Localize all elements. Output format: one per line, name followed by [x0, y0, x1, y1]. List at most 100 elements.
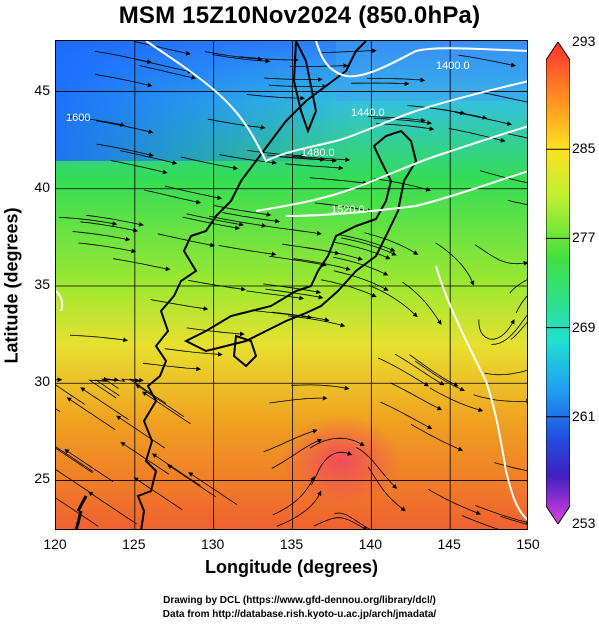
streamline [56, 469, 94, 496]
colorbar-tick-label: 269 [572, 318, 596, 335]
streamline [263, 429, 318, 453]
x-tick-label: 145 [437, 536, 461, 552]
streamline [59, 216, 118, 226]
streamline [334, 241, 391, 260]
streamline [151, 453, 201, 487]
map-title: MSM 15Z10Nov2024 (850.0hPa) [118, 2, 481, 29]
map-canvas: 1400.0 1440.0 1480.0 1520.0 1600 [56, 41, 527, 529]
contour-1600 [56, 290, 64, 312]
y-tick-label: 25 [34, 470, 50, 487]
coastlines [74, 41, 418, 529]
streamline [410, 424, 464, 452]
streamline [218, 245, 277, 257]
streamline [204, 51, 263, 62]
streamline [56, 497, 99, 527]
streamline [339, 234, 396, 252]
streamline [269, 395, 328, 404]
streamline [507, 133, 527, 139]
taiwan-coast [74, 495, 88, 529]
x-tick-label: 120 [43, 536, 67, 552]
streamline [311, 451, 353, 486]
streamline [390, 382, 443, 411]
streamline [435, 242, 475, 286]
streamline [461, 515, 499, 529]
streamline [263, 225, 322, 236]
contour-1520 [285, 170, 527, 521]
streamline [394, 353, 445, 386]
credit-drawing: Drawing by DCL (https://www.gfd-dennou.o… [163, 595, 436, 606]
streamline [268, 84, 328, 89]
streamline [72, 231, 131, 242]
streamline [80, 387, 129, 421]
streamline [86, 214, 144, 227]
streamlines [56, 41, 527, 529]
streamline [291, 384, 350, 391]
contour-label-1440: 1440.0 [351, 107, 385, 119]
colorbar-tick-label: 277 [572, 229, 596, 246]
streamline [376, 123, 435, 132]
x-axis-label: Longitude (degrees) [204, 557, 378, 577]
streamline [429, 387, 484, 412]
streamline [305, 247, 363, 261]
streamline [474, 244, 527, 266]
colorbar-fill [546, 42, 570, 524]
streamline [103, 378, 140, 389]
streamline [333, 270, 389, 291]
streamline [314, 202, 373, 214]
x-tick-label: 130 [200, 536, 225, 552]
streamline [213, 205, 272, 217]
streamline [150, 299, 209, 311]
streamline [448, 128, 506, 143]
streamline [494, 462, 527, 472]
streamline [56, 447, 93, 474]
streamline [67, 116, 126, 127]
streamline [373, 178, 431, 192]
streamline [276, 490, 322, 527]
colorbar-tick-label: 253 [572, 515, 596, 531]
streamline [409, 354, 459, 387]
streamline [333, 256, 389, 276]
streamline [69, 334, 129, 343]
contour-label-1400: 1400.0 [436, 60, 470, 72]
x-tick-label: 140 [358, 536, 382, 552]
streamline [285, 163, 344, 171]
map-plot-area: 1400.0 1440.0 1480.0 1520.0 1600 [55, 40, 528, 530]
streamline [475, 505, 527, 525]
streamline [164, 348, 223, 357]
streamline [318, 48, 377, 54]
streamline [164, 185, 222, 200]
streamline [271, 438, 323, 469]
streamline [515, 295, 527, 314]
streamline [135, 384, 185, 418]
streamline [334, 512, 371, 529]
streamline [113, 258, 171, 272]
streamline [367, 466, 406, 512]
streamline [186, 327, 245, 337]
streamline [207, 118, 266, 130]
contour-1480 [255, 125, 527, 212]
streamline [80, 221, 139, 233]
streamline [263, 283, 322, 295]
streamline [144, 189, 202, 205]
streamline [428, 488, 482, 515]
japan-coast [183, 129, 418, 353]
streamline [180, 156, 239, 171]
streamline [129, 377, 167, 404]
streamline [222, 212, 280, 224]
contour-label-1480: 1480.0 [301, 147, 335, 159]
streamline [78, 242, 137, 254]
streamline [507, 199, 527, 205]
colorbar-tick-label: 293 [572, 33, 596, 49]
cold-region [56, 41, 356, 161]
streamline [272, 475, 315, 516]
streamline [209, 215, 267, 228]
streamline [402, 281, 442, 325]
streamline [491, 314, 527, 345]
colorbar-tick-label: 285 [572, 140, 596, 157]
mainland-coast [136, 41, 367, 529]
streamline [247, 150, 306, 159]
streamline [133, 41, 191, 56]
x-tick-label: 135 [279, 536, 304, 552]
streamline [368, 285, 418, 318]
streamline [473, 394, 527, 404]
